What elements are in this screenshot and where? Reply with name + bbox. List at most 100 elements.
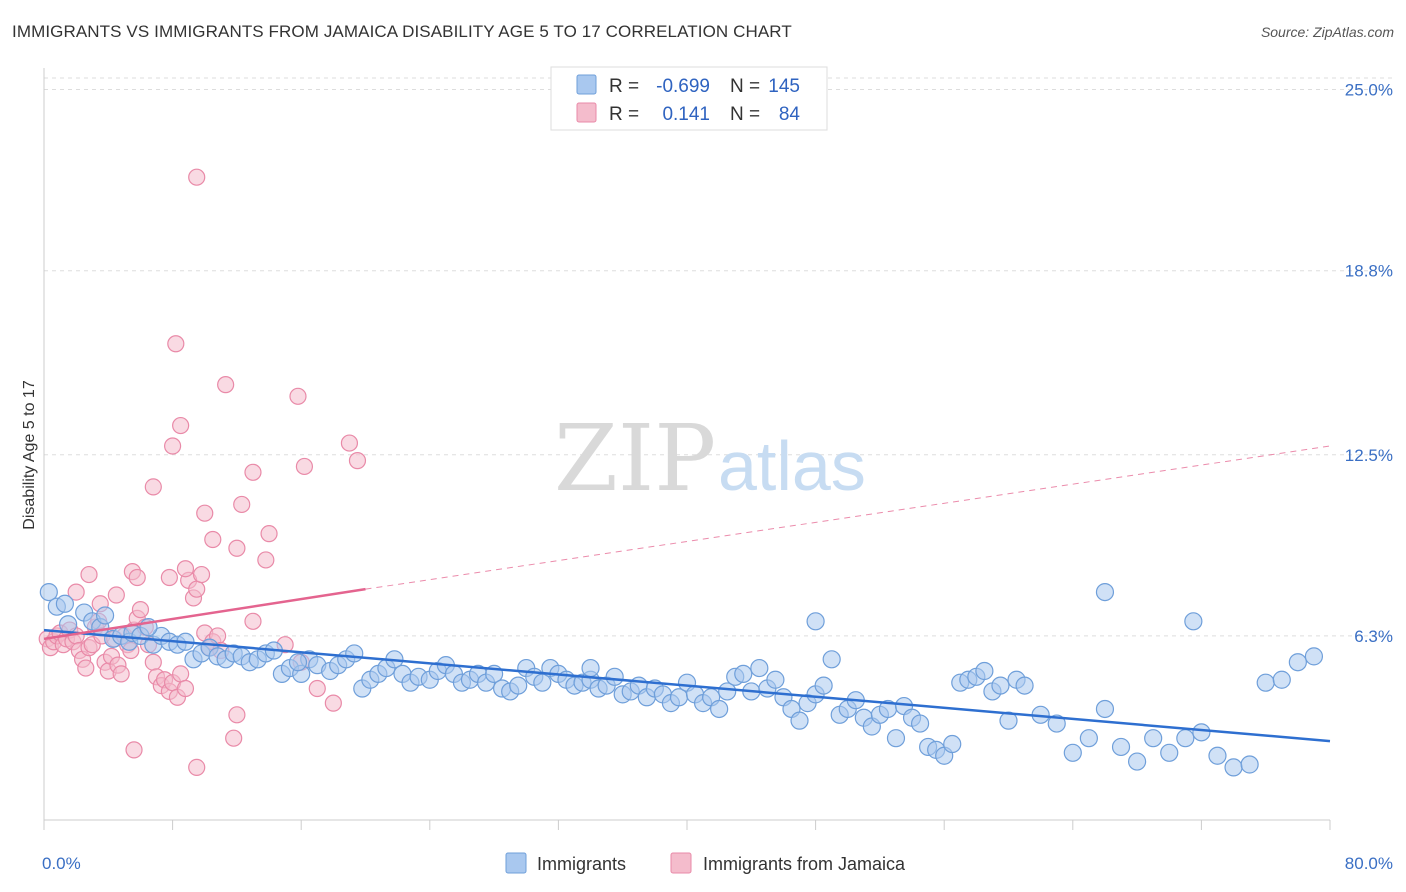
data-point-immigrants	[95, 606, 115, 625]
data-point-immigrants	[581, 658, 600, 678]
data-point-immigrants	[991, 676, 1010, 695]
data-point-immigrants	[1095, 699, 1115, 719]
data-point-immigrants	[1208, 746, 1227, 765]
data-point-jamaica	[257, 551, 275, 569]
data-point-jamaica	[188, 168, 206, 186]
data-point-immigrants	[1160, 743, 1179, 762]
data-point-jamaica	[160, 568, 178, 587]
data-point-immigrants	[814, 676, 833, 695]
data-point-jamaica	[167, 335, 185, 353]
data-point-immigrants	[718, 682, 737, 701]
data-point-immigrants	[886, 729, 906, 748]
data-point-immigrants	[806, 612, 825, 631]
x-tick-label: 80.0%	[1345, 854, 1393, 873]
data-point-immigrants	[288, 653, 308, 672]
data-point-immigrants	[509, 676, 528, 695]
data-point-jamaica	[308, 679, 326, 698]
data-point-jamaica	[217, 376, 235, 394]
data-point-jamaica	[228, 706, 246, 724]
data-point-immigrants	[1272, 670, 1291, 689]
watermark: ZIP atlas	[554, 405, 866, 512]
chart-title: IMMIGRANTS VS IMMIGRANTS FROM JAMAICA DI…	[12, 22, 792, 41]
data-point-jamaica	[67, 583, 85, 601]
top-legend: R = -0.699 N = 145 R = 0.141 N = 84	[550, 66, 828, 131]
data-point-jamaica	[144, 478, 162, 496]
bottom-legend-label-jamaica: Immigrants from Jamaica	[703, 854, 906, 874]
trend-line-jamaica	[43, 587, 366, 641]
data-point-jamaica	[289, 387, 307, 405]
legend-r-label: R =	[609, 104, 639, 125]
bottom-legend-label-immigrants: Immigrants	[537, 854, 626, 874]
x-tick-label: 0.0%	[42, 854, 81, 873]
data-point-jamaica	[188, 580, 206, 598]
data-point-jamaica	[176, 679, 195, 698]
data-point-immigrants	[1304, 647, 1324, 666]
data-point-immigrants	[1095, 582, 1115, 602]
data-point-jamaica	[176, 560, 195, 578]
data-point-jamaica	[112, 665, 130, 683]
y-tick-label: 6.3%	[1354, 627, 1393, 646]
legend-r-value-immigrants: -0.699	[656, 76, 710, 97]
data-point-jamaica	[196, 504, 214, 522]
data-point-immigrants	[1127, 752, 1147, 771]
data-point-jamaica	[225, 729, 243, 747]
data-point-immigrants	[710, 699, 729, 719]
grid-lines	[44, 77, 1392, 637]
data-point-jamaica	[107, 586, 125, 604]
data-point-jamaica	[80, 565, 98, 584]
data-point-immigrants	[975, 661, 994, 681]
y-tick-label: 18.8%	[1345, 262, 1393, 281]
bottom-legend-swatch-immigrants	[505, 852, 527, 874]
data-point-jamaica	[204, 530, 222, 549]
data-point-jamaica	[260, 525, 278, 543]
legend-n-value-immigrants: 145	[768, 76, 800, 97]
legend-n-value-jamaica: 84	[779, 104, 801, 125]
data-point-jamaica	[228, 539, 246, 557]
data-point-jamaica	[131, 601, 150, 619]
data-point-immigrants	[1079, 729, 1098, 748]
data-point-immigrants	[1240, 755, 1259, 774]
data-point-jamaica	[348, 452, 367, 470]
data-point-immigrants	[1063, 743, 1082, 762]
data-point-jamaica	[295, 457, 314, 476]
watermark-zip: ZIP	[554, 405, 716, 512]
data-point-immigrants	[790, 711, 809, 730]
legend-r-label: R =	[609, 76, 639, 97]
series-jamaica-points	[38, 168, 367, 777]
trend-line-immigrants	[43, 628, 1331, 743]
data-point-jamaica	[233, 495, 251, 514]
data-point-immigrants	[1015, 676, 1034, 695]
data-point-jamaica	[244, 463, 262, 481]
data-point-jamaica	[324, 694, 342, 712]
data-point-immigrants	[766, 670, 785, 689]
series-immigrants-points	[39, 582, 1324, 777]
legend-swatch-immigrants	[576, 74, 597, 95]
data-point-immigrants	[910, 714, 930, 733]
data-point-jamaica	[172, 665, 190, 683]
y-tick-label: 12.5%	[1345, 446, 1393, 465]
data-point-immigrants	[1047, 714, 1066, 733]
data-point-jamaica	[188, 758, 206, 777]
data-point-jamaica	[192, 565, 211, 584]
data-point-immigrants	[345, 644, 364, 663]
data-point-immigrants	[1144, 729, 1163, 748]
bottom-legend-swatch-jamaica	[670, 852, 692, 874]
data-point-immigrants	[822, 650, 841, 669]
legend-n-label: N =	[730, 76, 760, 97]
data-point-immigrants	[59, 615, 78, 634]
bottom-legend: Immigrants Immigrants from Jamaica	[505, 852, 906, 874]
y-axis-label: Disability Age 5 to 17	[21, 380, 38, 530]
trend-lines	[43, 445, 1331, 743]
y-tick-label: 25.0%	[1345, 81, 1393, 100]
data-point-immigrants	[605, 667, 624, 686]
data-point-immigrants	[55, 594, 74, 613]
data-point-jamaica	[172, 416, 190, 435]
data-point-jamaica	[128, 568, 146, 587]
data-point-immigrants	[1192, 723, 1211, 742]
legend-n-label: N =	[730, 104, 760, 125]
data-point-immigrants	[1176, 729, 1195, 748]
data-point-immigrants	[1256, 673, 1275, 692]
legend-r-value-jamaica: 0.141	[662, 104, 710, 125]
data-point-immigrants	[1224, 758, 1243, 777]
